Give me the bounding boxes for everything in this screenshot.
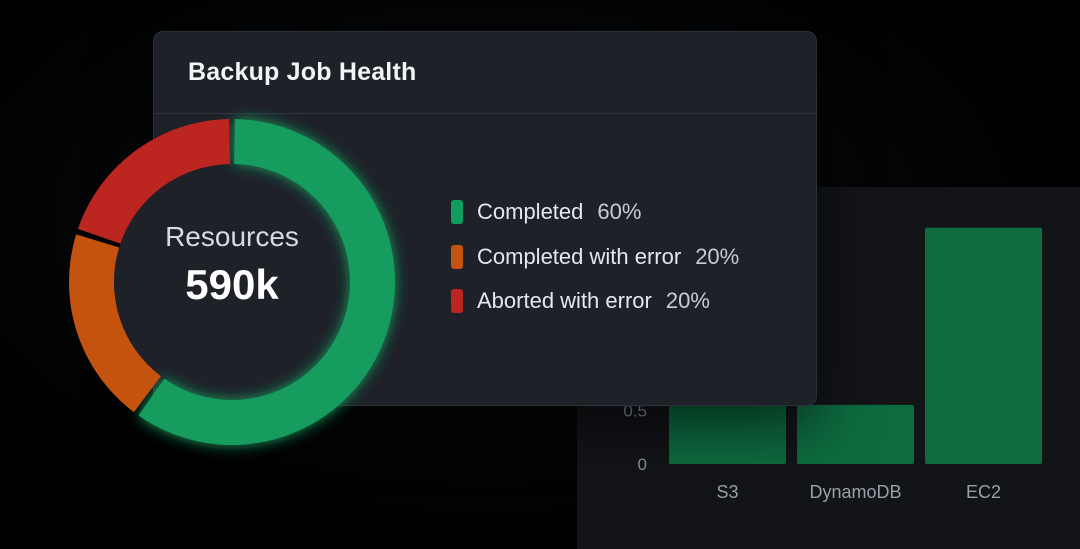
resource-bar-chart: S3 DynamoDB EC2 0.5 0 xyxy=(623,227,1042,502)
card-title: Backup Job Health xyxy=(188,58,417,86)
legend-label: Completed xyxy=(477,199,584,225)
legend-label: Completed with error xyxy=(477,243,682,269)
legend-percent: 20% xyxy=(665,288,710,314)
legend-percent: 20% xyxy=(695,243,740,269)
donut-legend: Completed 60% Completed with error 20% A… xyxy=(451,190,739,324)
x-tick-label-dynamodb: DynamoDB xyxy=(809,482,901,502)
legend-item-aborted-with-error[interactable]: Aborted with error 20% xyxy=(451,279,739,324)
x-tick-label-ec2: EC2 xyxy=(966,482,1001,502)
donut-segment-aborted-with-error[interactable] xyxy=(77,119,230,244)
legend-item-completed[interactable]: Completed 60% xyxy=(451,190,739,235)
bar-ec2[interactable] xyxy=(925,227,1042,464)
donut-segment-completed[interactable] xyxy=(138,119,395,445)
donut-chart xyxy=(68,119,395,445)
legend-swatch-aborted-with-error xyxy=(451,289,463,314)
legend-swatch-completed xyxy=(451,200,463,225)
legend-item-completed-with-error[interactable]: Completed with error 20% xyxy=(451,235,739,280)
legend-label: Aborted with error xyxy=(477,288,652,314)
job-health-donut: Resources 590k xyxy=(62,112,412,462)
donut-hole xyxy=(114,164,350,400)
donut-segment-completed-with-error[interactable] xyxy=(68,234,161,413)
legend-percent: 60% xyxy=(597,199,642,225)
legend-swatch-completed-with-error xyxy=(451,244,463,269)
x-tick-label-s3: S3 xyxy=(716,482,738,502)
y-tick-label: 0 xyxy=(638,455,647,474)
bar-dynamodb[interactable] xyxy=(797,404,914,464)
card-divider xyxy=(154,113,816,114)
y-tick-label: 0.5 xyxy=(623,401,647,420)
